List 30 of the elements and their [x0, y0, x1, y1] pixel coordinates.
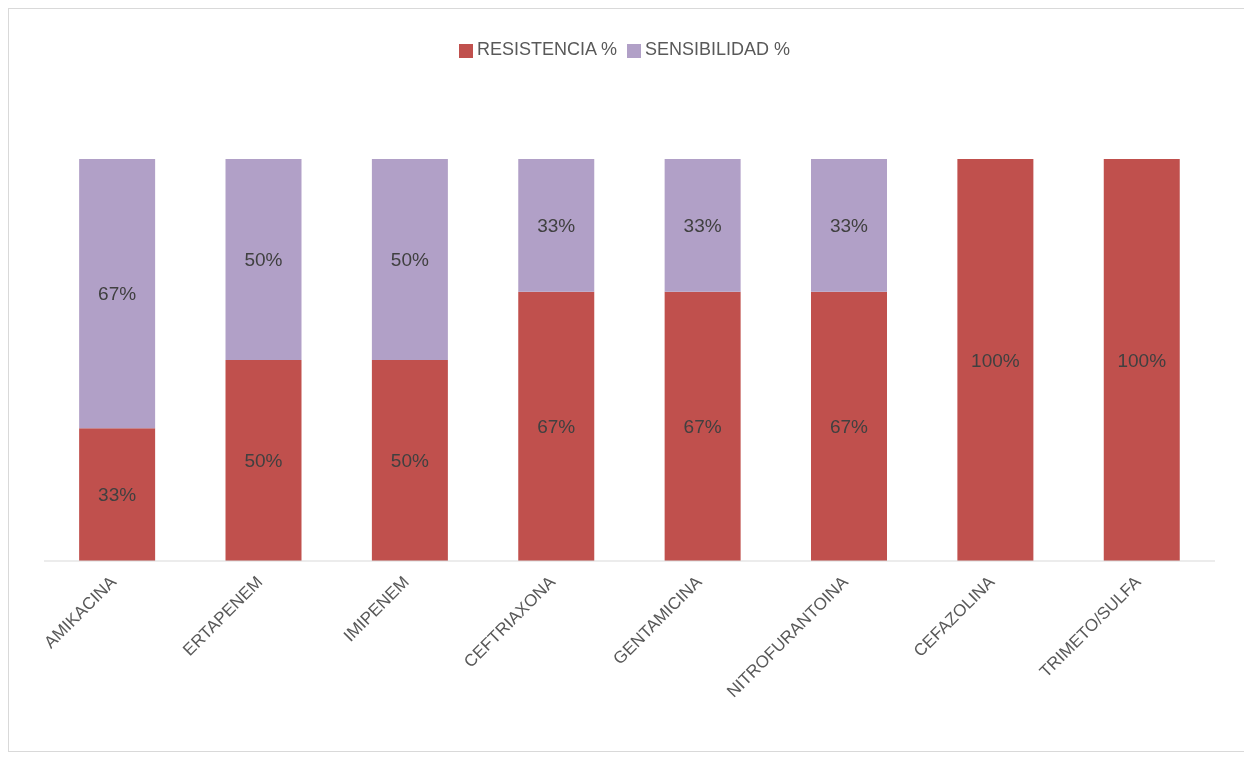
data-label: 67% [98, 283, 137, 305]
data-label: 67% [537, 415, 576, 437]
data-label: 67% [829, 415, 869, 437]
bar [371, 159, 448, 360]
data-label: 67% [683, 415, 722, 437]
data-label: 100% [1117, 349, 1167, 371]
bar [664, 159, 741, 292]
bar [1103, 159, 1180, 561]
bar [518, 159, 595, 292]
bar [79, 159, 156, 429]
bar [518, 291, 595, 561]
data-label: 50% [390, 249, 429, 270]
data-label: 50% [244, 249, 283, 270]
legend-label: SENSIBILIDAD % [645, 39, 791, 59]
bar [957, 159, 1034, 561]
data-label: 50% [244, 450, 283, 471]
data-label: 33% [683, 214, 722, 236]
data-label: 50% [390, 450, 429, 471]
bar [371, 360, 448, 561]
data-label: 33% [98, 484, 137, 506]
legend-label: RESISTENCIA % [476, 39, 617, 59]
data-label: 33% [537, 214, 576, 236]
bar [811, 159, 888, 292]
bar [79, 428, 156, 561]
bar [811, 291, 888, 561]
bar [225, 360, 302, 561]
data-label: 33% [829, 214, 869, 236]
bar [664, 291, 741, 561]
bar [225, 159, 302, 360]
data-label: 100% [971, 349, 1020, 371]
